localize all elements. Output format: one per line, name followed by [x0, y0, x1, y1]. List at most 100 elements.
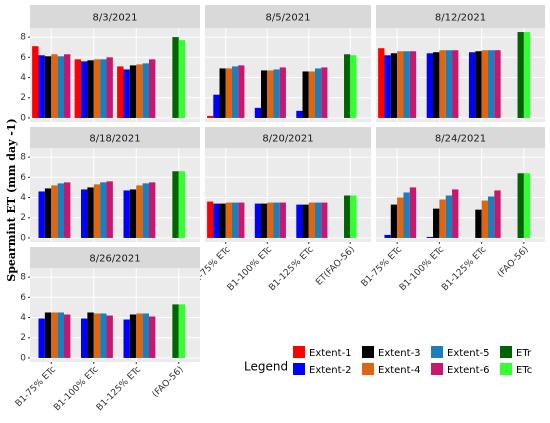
legend-key [362, 363, 374, 375]
bar [207, 115, 214, 118]
bar [344, 54, 351, 118]
bar [321, 202, 328, 238]
bar [517, 32, 524, 118]
facet-title: 8/26/2021 [89, 254, 140, 265]
bar [100, 59, 107, 118]
bar [390, 53, 398, 118]
y-tick-label: 4 [20, 73, 26, 83]
x-tick-label: B1-100% ETc [52, 365, 100, 413]
bar [308, 202, 315, 238]
bar [106, 181, 113, 238]
y-tick-label: 4 [20, 313, 26, 323]
bar [44, 188, 52, 238]
x-tick-label: B1-125% ETc [95, 365, 143, 413]
bar [433, 52, 440, 118]
bar [129, 314, 137, 358]
x-tick-label: (FAO-56) [151, 365, 186, 400]
strip [376, 127, 545, 148]
bar [481, 200, 488, 238]
x-tick-label: B1-125% ETc [267, 245, 315, 293]
x-tick-label: (FAO-56) [496, 245, 531, 280]
bar [51, 185, 58, 238]
bar [384, 55, 391, 118]
bar [452, 189, 459, 238]
y-axis-label: Spearmint ET (mm day -1) [5, 118, 18, 281]
bar [296, 204, 303, 238]
bar [384, 234, 391, 238]
y-tick-label: 6 [20, 293, 26, 303]
y-tick-label: 0 [20, 353, 26, 363]
y-tick-label: 8 [20, 273, 26, 283]
y-tick-label: 6 [20, 173, 26, 183]
bar [439, 199, 446, 238]
bar [445, 195, 453, 238]
bar [178, 304, 186, 358]
y-tick-label: 2 [20, 213, 26, 223]
bar [314, 202, 322, 238]
bar [38, 191, 45, 238]
bar [225, 202, 232, 238]
strip [30, 127, 200, 148]
bar [517, 173, 524, 238]
legend-label: Extent-2 [309, 365, 352, 376]
bar [433, 208, 440, 238]
bar [74, 59, 81, 118]
bar [378, 48, 385, 118]
legend-key [431, 363, 443, 375]
bar [136, 313, 143, 358]
bar [64, 182, 71, 238]
bar [213, 94, 220, 118]
bar [426, 236, 434, 238]
bar [100, 182, 107, 238]
bar [409, 187, 417, 238]
facet-title: 8/12/2021 [435, 13, 486, 24]
bar [93, 59, 101, 118]
bar [142, 313, 149, 358]
bar [296, 110, 303, 118]
legend-label: ETr [516, 348, 532, 359]
bar [178, 171, 186, 238]
bar [142, 183, 149, 238]
bar [487, 50, 495, 118]
legend-label: Extent-4 [378, 365, 421, 376]
bar [117, 66, 124, 118]
bar [93, 184, 101, 238]
legend-key [293, 346, 305, 358]
y-tick-label: 4 [20, 193, 26, 203]
bar [273, 69, 280, 118]
bar [267, 70, 274, 118]
y-tick-label: 8 [20, 33, 26, 43]
bar [403, 51, 410, 118]
bar [231, 202, 239, 238]
bar [254, 203, 262, 238]
bar [254, 107, 262, 118]
bar [123, 319, 130, 358]
bar [93, 313, 101, 358]
bar [350, 55, 357, 118]
bar [38, 318, 45, 358]
bar [172, 304, 179, 358]
bar [32, 46, 39, 118]
bar [81, 189, 88, 238]
x-tick-label: B1-75% ETc [14, 365, 58, 409]
bar [123, 69, 130, 118]
bar [129, 189, 137, 238]
legend-label: Extent-5 [447, 348, 490, 359]
bar [87, 60, 94, 118]
x-tick-label: B1-125% ETc [440, 245, 488, 293]
legend-key [362, 346, 374, 358]
bar [149, 316, 156, 358]
legend-key [293, 363, 305, 375]
bar [439, 50, 446, 118]
bar [225, 68, 232, 118]
bar [494, 50, 501, 118]
bar [213, 203, 220, 238]
bar [149, 182, 156, 238]
bar [302, 204, 309, 238]
bar [523, 173, 531, 238]
bar [487, 196, 495, 238]
bar [57, 56, 64, 118]
bar [475, 51, 482, 118]
facet-title: 8/3/2021 [93, 13, 138, 24]
